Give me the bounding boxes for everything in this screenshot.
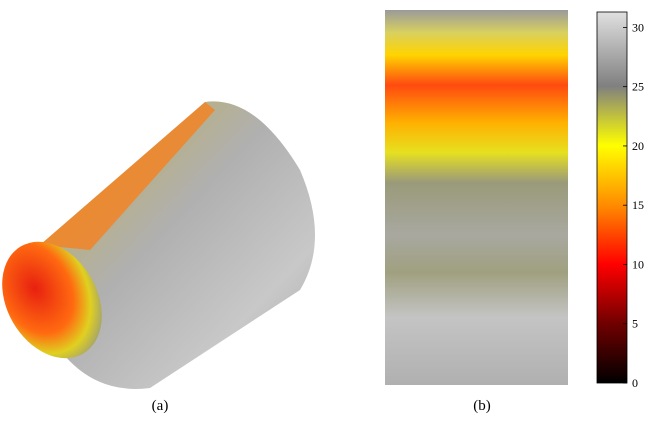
tick-label: 0 [632,376,638,390]
panel-label: (b) [473,398,491,414]
tick-label: 30 [632,20,644,34]
tick-label: 20 [632,139,644,153]
cylinder-view [2,101,315,389]
tick-label: 15 [632,198,644,212]
tick-label: 10 [632,257,644,271]
colorbar [596,11,628,384]
tick-label: 5 [632,317,638,331]
tick-label: 25 [632,80,644,94]
panel-label: (a) [152,398,169,414]
unrolled-map [385,10,568,385]
